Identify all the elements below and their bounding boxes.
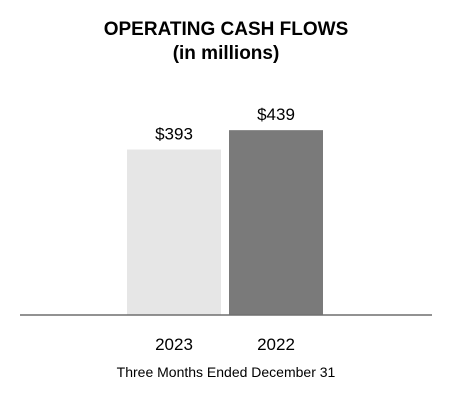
x-tick-label-2022: 2022 [257,335,295,354]
chart-subtitle: (in millions) [172,43,280,64]
bars-layer [127,130,323,315]
labels-layer: $393 2023 $439 2022 [155,105,295,354]
bar-2023 [127,149,221,315]
data-label-2023: $393 [155,125,193,144]
bar-2022 [229,130,323,315]
x-axis-label: Three Months Ended December 31 [116,364,336,380]
data-label-2022: $439 [257,105,295,124]
x-tick-label-2023: 2023 [155,335,193,354]
chart-title: OPERATING CASH FLOWS [103,19,349,40]
